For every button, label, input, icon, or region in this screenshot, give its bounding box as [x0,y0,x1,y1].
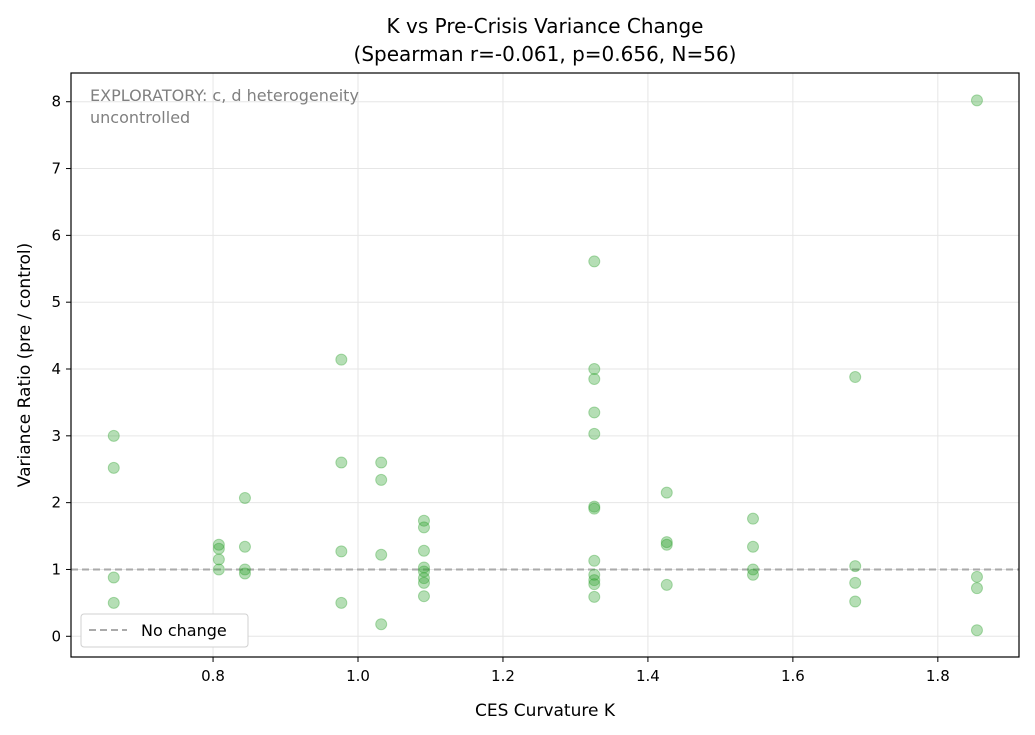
data-point [660,578,673,591]
x-tick-label: 1.2 [491,667,515,685]
legend-box [80,613,249,648]
data-point [588,502,601,515]
data-point [747,540,760,553]
data-point [375,473,388,486]
legend: No change [80,613,249,648]
annotation-line-1: EXPLORATORY: c, d heterogeneity [90,86,359,105]
data-point [588,554,601,567]
y-tick-label: 8 [51,93,61,111]
data-point [849,595,862,608]
data-point [417,521,430,534]
y-tick-label: 5 [51,293,61,311]
data-point [238,491,251,504]
data-point [588,568,601,581]
data-point [588,578,601,591]
data-point [660,536,673,549]
data-point [417,544,430,557]
data-point [212,538,225,551]
data-point [335,545,348,558]
data-point [417,565,430,578]
data-point [970,582,983,595]
data-point [107,596,120,609]
data-point [588,373,601,386]
data-point [335,596,348,609]
data-point [212,563,225,576]
y-tick-label: 4 [51,360,61,378]
data-point [107,461,120,474]
data-point [660,538,673,551]
data-point [849,371,862,384]
data-point [588,574,601,587]
x-tick-label: 1.0 [346,667,370,685]
x-tick-label: 1.4 [636,667,660,685]
data-point [107,571,120,584]
data-point [417,572,430,585]
data-point [970,570,983,583]
x-tick-label: 1.8 [926,667,950,685]
data-point [588,500,601,513]
y-axis-label: Variance Ratio (pre / control) [15,243,35,487]
data-point [970,94,983,107]
data-point [238,563,251,576]
x-tick-label: 0.8 [201,667,225,685]
data-point [107,429,120,442]
data-point [417,514,430,527]
data-point [238,567,251,580]
data-point [238,540,251,553]
legend-label: No change [141,621,227,640]
data-point [849,560,862,573]
data-point [417,561,430,574]
y-tick-label: 7 [51,160,61,178]
data-point [747,512,760,525]
data-point [335,456,348,469]
data-point [660,486,673,499]
y-tick-label: 1 [51,560,61,578]
data-points [107,94,983,637]
axis-ticks: 0.8 1.0 1.2 1.4 1.6 1.8 0 1 2 3 4 5 6 7 8 [51,93,949,685]
data-point [212,553,225,566]
data-point [588,406,601,419]
chart-title: K vs Pre-Crisis Variance Change [387,14,704,38]
x-tick-label: 1.6 [781,667,805,685]
data-point [747,568,760,581]
data-point [970,624,983,637]
data-point [747,563,760,576]
data-point [375,456,388,469]
data-point [588,590,601,603]
x-axis-label: CES Curvature K [475,701,616,721]
chart-subtitle: (Spearman r=-0.061, p=0.656, N=56) [354,42,737,66]
data-point [375,548,388,561]
data-point [335,353,348,366]
plot-frame [70,72,1020,658]
data-point [212,542,225,555]
data-point [417,590,430,603]
grid [71,73,1019,657]
data-point [588,255,601,268]
data-point [588,427,601,440]
data-point [417,576,430,589]
y-tick-label: 6 [51,226,61,244]
data-point [588,363,601,376]
y-tick-label: 0 [51,627,61,645]
data-point [849,576,862,589]
annotation-line-2: uncontrolled [90,108,190,127]
y-tick-label: 2 [51,494,61,512]
data-point [375,618,388,631]
y-tick-label: 3 [51,427,61,445]
